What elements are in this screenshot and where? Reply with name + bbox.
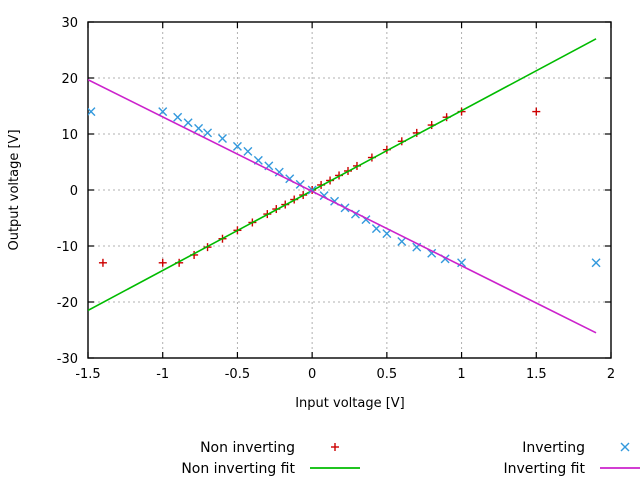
y-tick-label: 10: [61, 128, 78, 143]
marker-cross: [371, 224, 381, 234]
marker-stroke: [427, 248, 437, 258]
y-tick-label: -10: [57, 240, 78, 255]
marker-cross: [194, 123, 204, 133]
marker-plus: [532, 107, 541, 116]
fit-line: [88, 78, 597, 334]
marker-stroke: [371, 224, 381, 234]
axis-ticks: [87, 21, 612, 359]
marker-stroke: [232, 141, 242, 151]
marker-stroke: [203, 128, 213, 138]
marker-plus: [158, 258, 167, 267]
marker-cross: [457, 258, 467, 268]
series-inverting-fit: [88, 78, 597, 334]
marker-cross: [591, 258, 601, 268]
marker-cross: [217, 133, 227, 143]
legend-label: Non inverting: [200, 440, 295, 456]
legend: Non inverting Non inverting fit Inverting I…: [181, 440, 640, 477]
marker-stroke: [591, 258, 601, 268]
y-tick-labels: 30 20 10 0 -10 -20 -30: [57, 16, 78, 367]
grid-lines: [88, 22, 611, 358]
legend-label: Inverting: [522, 440, 585, 456]
marker-cross: [620, 442, 630, 452]
marker-cross: [183, 118, 193, 128]
marker-stroke: [397, 237, 407, 247]
marker-stroke: [158, 107, 168, 117]
x-axis-title: Input voltage [V]: [295, 396, 405, 411]
marker-cross: [232, 141, 242, 151]
x-tick-label: 0.5: [377, 367, 398, 382]
marker-stroke: [285, 174, 295, 184]
y-tick-label: -30: [57, 352, 78, 367]
marker-stroke: [295, 179, 305, 189]
marker-stroke: [361, 215, 371, 225]
x-tick-label: -0.5: [225, 367, 250, 382]
x-tick-label: 1: [457, 367, 465, 382]
marker-stroke: [183, 118, 193, 128]
marker-plus: [98, 258, 107, 267]
marker-plus: [331, 443, 339, 451]
x-tick-labels: -1.5 -1 -0.5 0 0.5 1 1.5 2: [75, 367, 615, 382]
marker-cross: [158, 107, 168, 117]
marker-stroke: [350, 209, 360, 219]
series-inverting: [88, 107, 601, 268]
marker-stroke: [307, 185, 317, 195]
y-tick-label: 30: [61, 16, 78, 31]
marker-stroke: [243, 146, 253, 156]
marker-stroke: [173, 112, 183, 122]
marker-stroke: [274, 167, 284, 177]
marker-cross: [427, 248, 437, 258]
marker-stroke: [457, 258, 467, 268]
x-tick-label: 2: [607, 367, 615, 382]
marker-stroke: [319, 191, 329, 201]
y-tick-label: 20: [61, 72, 78, 87]
marker-cross: [397, 237, 407, 247]
marker-cross: [173, 112, 183, 122]
marker-stroke: [382, 229, 392, 239]
x-tick-label: 1.5: [526, 367, 547, 382]
y-tick-label: 0: [70, 184, 78, 199]
marker-stroke: [194, 123, 204, 133]
marker-stroke: [440, 254, 450, 264]
legend-label: Inverting fit: [503, 461, 585, 477]
x-tick-label: 0: [308, 367, 316, 382]
y-tick-label: -20: [57, 296, 78, 311]
fit-line: [88, 38, 597, 312]
marker-cross: [382, 229, 392, 239]
marker-stroke: [217, 133, 227, 143]
series-non-inverting-fit: [88, 38, 597, 312]
marker-stroke: [620, 442, 630, 452]
marker-stroke: [88, 107, 96, 116]
data-series-layer: [88, 38, 601, 334]
marker-cross: [203, 128, 213, 138]
marker-cross: [88, 107, 96, 117]
legend-label: Non inverting fit: [181, 461, 295, 477]
x-tick-label: -1.5: [75, 367, 100, 382]
marker-cross: [274, 167, 284, 177]
marker-cross: [243, 146, 253, 156]
y-axis-title: Output voltage [V]: [7, 129, 22, 250]
x-tick-label: -1: [156, 367, 169, 382]
marker-stroke: [330, 196, 340, 206]
